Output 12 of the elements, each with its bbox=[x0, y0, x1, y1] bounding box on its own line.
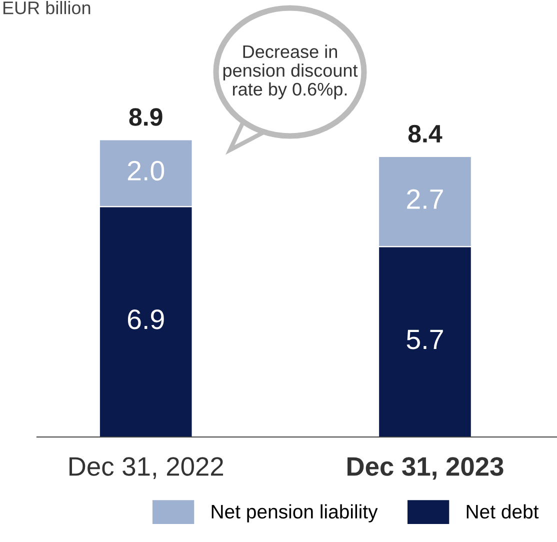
data-label: 6.9 bbox=[128, 310, 164, 330]
data-label: 5.7 bbox=[406, 330, 443, 350]
x-tick-label: Dec 31, 2023 bbox=[348, 457, 504, 480]
legend-label: Net debt bbox=[466, 504, 539, 519]
text: Decrease in pension discount rate by 0.6%p. bbox=[223, 44, 358, 100]
text: EUR billion bbox=[3, 1, 90, 14]
data-label: 2.0 bbox=[128, 160, 164, 181]
total-label: 8.9 bbox=[129, 108, 162, 126]
x-tick-label: Dec 31, 2022 bbox=[70, 457, 224, 479]
legend-label: Net pension liability bbox=[212, 504, 378, 522]
total-label: 8.4 bbox=[408, 124, 442, 143]
data-label: 2.7 bbox=[407, 189, 443, 209]
